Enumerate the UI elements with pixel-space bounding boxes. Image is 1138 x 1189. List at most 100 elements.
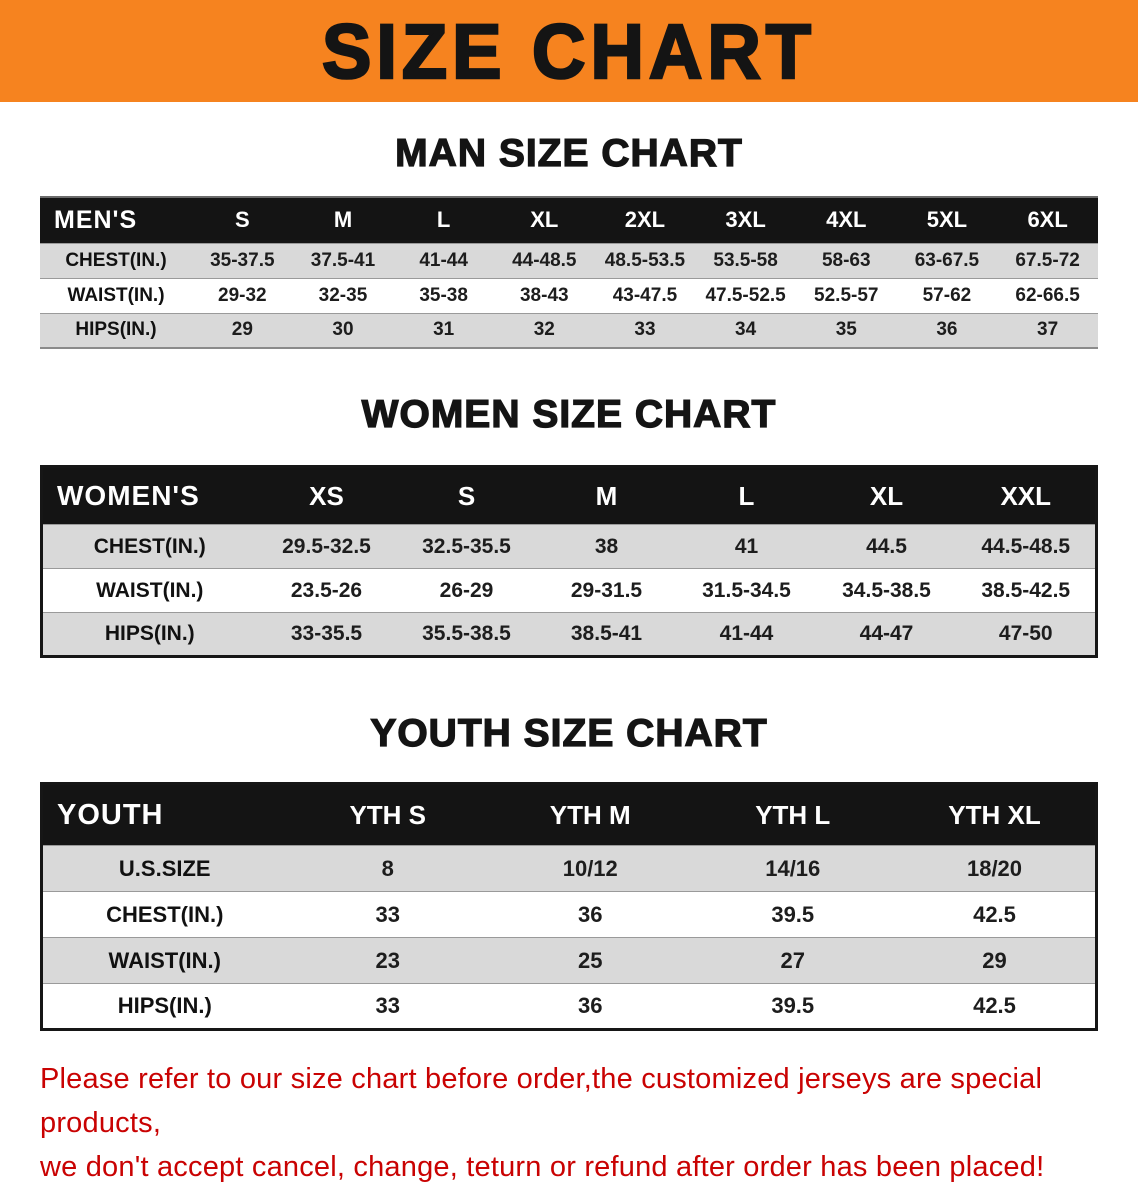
size-column-header: L — [676, 466, 817, 525]
size-value: 32 — [533, 319, 555, 341]
size-value: 41 — [734, 534, 759, 558]
size-column-header: 6XL — [997, 197, 1098, 243]
size-value: 42.5 — [973, 901, 1016, 927]
size-value: 29-32 — [218, 284, 267, 306]
size-value: 29 — [982, 947, 1007, 973]
size-value: 47-50 — [998, 622, 1053, 645]
size-value: 57-62 — [922, 284, 972, 306]
row-label: WAIST(IN.) — [96, 578, 204, 602]
size-value: 32.5-35.5 — [422, 534, 511, 558]
size-column-header: 5XL — [896, 197, 998, 243]
size-value: 67.5-72 — [1015, 249, 1080, 271]
youth-section-heading: YOUTH SIZE CHART — [370, 711, 768, 755]
measurement-row: WAIST(IN.) 29-32 32-35 35-38 38-43 43-47.5 47.… — [40, 278, 1098, 313]
table-header-row: WOMEN'S XS S M L XL XXL — [41, 466, 1097, 525]
size-value: 14/16 — [765, 855, 821, 881]
size-value: 48.5-53.5 — [604, 249, 686, 271]
row-label: HIPS(IN.) — [75, 319, 157, 341]
size-value: 26-29 — [439, 578, 494, 602]
size-value: 10/12 — [562, 855, 618, 881]
size-value: 34.5-38.5 — [842, 578, 931, 602]
size-value: 63-67.5 — [914, 249, 980, 271]
order-notice: Please refer to our size chart before or… — [40, 1057, 1100, 1189]
size-value: 44.5 — [866, 534, 907, 558]
size-value: 53.5-58 — [713, 249, 778, 271]
size-value: 42.5 — [973, 993, 1016, 1018]
size-value: 35-37.5 — [210, 249, 275, 271]
table-title-cell: YOUTH — [41, 783, 287, 846]
size-value: 29 — [231, 319, 253, 341]
row-label: U.S.SIZE — [118, 855, 211, 881]
size-value: 32-35 — [318, 284, 368, 306]
measurement-row: U.S.SIZE 8 10/12 14/16 18/20 — [41, 845, 1097, 892]
size-column-header: YTH XL — [894, 783, 1097, 846]
size-value: 8 — [381, 855, 394, 881]
size-value: 33 — [634, 319, 656, 341]
row-label: CHEST(IN.) — [65, 249, 167, 271]
size-column-header: M — [292, 197, 394, 243]
size-value: 44-48.5 — [512, 249, 577, 271]
size-value: 31 — [433, 319, 455, 341]
size-value: 52.5-57 — [814, 284, 879, 306]
size-value: 36 — [578, 901, 603, 927]
size-value: 41-44 — [419, 249, 468, 271]
size-value: 35 — [835, 319, 857, 341]
size-value: 27 — [780, 947, 805, 973]
size-column-header: XXL — [956, 466, 1097, 525]
size-column-header: YTH S — [286, 783, 489, 846]
table-header-row: MEN'S S M L XL 2XL 3XL 4XL 5XL 6XL — [40, 197, 1098, 243]
measurement-row: CHEST(IN.) 35-37.5 37.5-41 41-44 44-48.5 48.5… — [40, 243, 1098, 278]
youth-section: YOUTH SIZE CHART YOUTH YTH S YTH M YTH L YTH… — [0, 711, 1138, 1031]
size-value: 23 — [375, 947, 400, 973]
table-title-cell: MEN'S — [40, 197, 192, 243]
size-column-header: S — [192, 197, 293, 243]
men-section-heading: MAN SIZE CHART — [395, 131, 743, 175]
size-value: 41-44 — [719, 622, 774, 645]
size-value: 38.5-41 — [570, 622, 643, 645]
size-column-header: XL — [493, 197, 595, 243]
women-size-table: WOMEN'S XS S M L XL XXL CHEST(IN.) 29.5-32.5 32.5… — [40, 465, 1098, 658]
size-column-header: S — [396, 466, 537, 525]
size-value: 33 — [375, 993, 400, 1018]
size-value: 39.5 — [771, 993, 815, 1018]
size-value: 25 — [578, 947, 603, 973]
row-label: WAIST(IN.) — [67, 284, 165, 306]
size-column-header: L — [393, 197, 494, 243]
measurement-row: CHEST(IN.) 33 36 39.5 42.5 — [41, 891, 1097, 938]
measurement-row: WAIST(IN.) 23.5-26 26-29 29-31.5 31.5-34.5 34… — [41, 568, 1097, 613]
size-value: 35-38 — [419, 284, 468, 306]
women-section: WOMEN SIZE CHART WOMEN'S XS S M L XL XXL CHEST(… — [0, 392, 1138, 658]
size-value: 38-43 — [519, 284, 569, 306]
size-column-header: M — [536, 466, 677, 525]
notice-line-2: we don't accept cancel, change, teturn o… — [40, 1151, 1045, 1183]
size-column-header: YTH L — [691, 783, 894, 846]
row-label: WAIST(IN.) — [108, 947, 221, 973]
size-value: 37.5-41 — [310, 249, 376, 271]
row-label: CHEST(IN.) — [93, 534, 206, 558]
women-section-heading: WOMEN SIZE CHART — [361, 392, 777, 436]
size-column-header: XL — [816, 466, 957, 525]
size-value: 36 — [936, 319, 958, 341]
measurement-row: HIPS(IN.) 29 30 31 32 33 34 35 36 37 — [40, 313, 1098, 348]
size-value: 58-63 — [821, 249, 871, 271]
size-column-header: 3XL — [695, 197, 796, 243]
size-value: 23.5-26 — [290, 578, 363, 602]
size-value: 62-66.5 — [1015, 284, 1080, 306]
size-value: 39.5 — [771, 901, 815, 927]
size-value: 47.5-52.5 — [705, 284, 786, 306]
size-value: 29-31.5 — [570, 578, 643, 602]
measurement-row: WAIST(IN.) 23 25 27 29 — [41, 937, 1097, 984]
table-title-cell: WOMEN'S — [41, 466, 257, 525]
table-header-row: YOUTH YTH S YTH M YTH L YTH XL — [41, 783, 1097, 846]
size-value: 38 — [594, 534, 619, 558]
size-value: 36 — [578, 993, 603, 1018]
size-value: 33 — [375, 901, 400, 927]
size-column-header: XS — [256, 466, 397, 525]
notice-line-1: Please refer to our size chart before or… — [40, 1063, 1043, 1139]
size-column-header: 2XL — [594, 197, 696, 243]
size-value: 31.5-34.5 — [702, 578, 791, 602]
size-value: 33-35.5 — [290, 622, 363, 645]
size-value: 30 — [332, 319, 354, 341]
size-value: 35.5-38.5 — [422, 622, 511, 645]
